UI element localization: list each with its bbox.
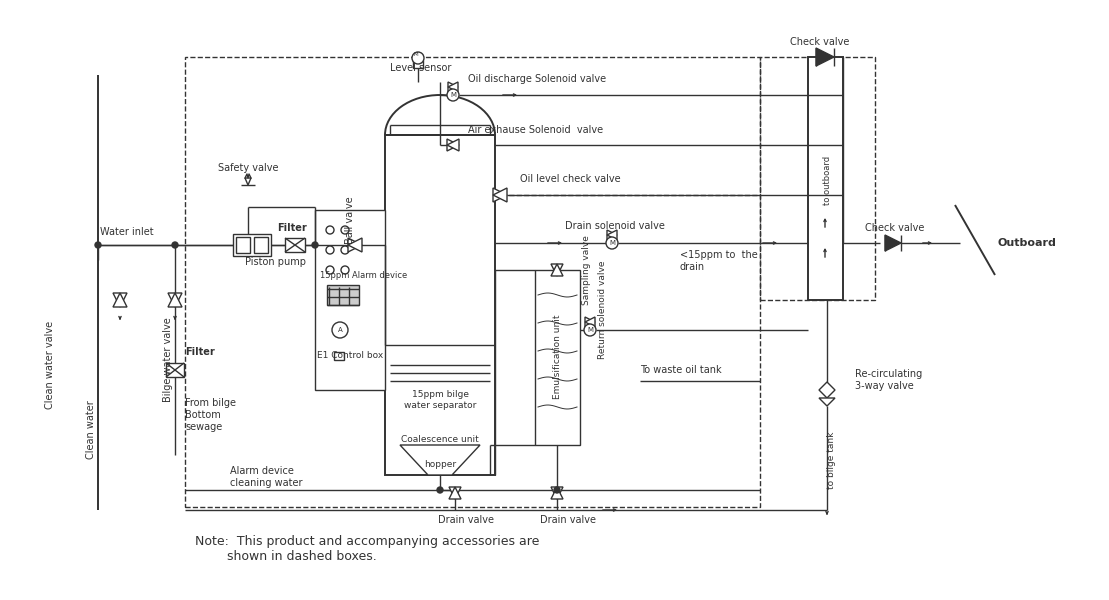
Polygon shape <box>448 82 458 92</box>
Text: Drain valve: Drain valve <box>540 515 596 525</box>
Circle shape <box>326 246 334 254</box>
Circle shape <box>95 242 101 248</box>
Text: E1 Control box: E1 Control box <box>317 350 384 359</box>
Polygon shape <box>245 178 251 185</box>
Text: Sampling valve: Sampling valve <box>582 235 591 305</box>
Bar <box>760 57 875 300</box>
Bar <box>808 57 843 300</box>
Circle shape <box>340 226 349 234</box>
Circle shape <box>172 242 179 248</box>
Circle shape <box>340 266 349 274</box>
Text: Check valve: Check valve <box>865 223 925 233</box>
Circle shape <box>413 52 424 64</box>
Text: to bilge tank: to bilge tank <box>826 431 835 488</box>
Text: Safety valve: Safety valve <box>218 163 278 173</box>
Polygon shape <box>607 230 617 240</box>
Polygon shape <box>400 445 480 475</box>
Polygon shape <box>820 382 835 398</box>
Text: Bilge water valve: Bilge water valve <box>163 317 173 403</box>
Text: hopper: hopper <box>424 460 456 469</box>
Text: Emulsification unit: Emulsification unit <box>553 315 562 399</box>
Circle shape <box>554 487 560 493</box>
Text: Clean water: Clean water <box>87 401 96 460</box>
Polygon shape <box>448 82 458 92</box>
Circle shape <box>326 226 334 234</box>
Text: 15ppm Alarm device: 15ppm Alarm device <box>321 271 407 280</box>
Polygon shape <box>494 188 507 202</box>
Polygon shape <box>551 264 563 276</box>
Polygon shape <box>586 317 596 327</box>
Circle shape <box>312 242 318 248</box>
Text: Coalescence unit: Coalescence unit <box>401 436 479 445</box>
Text: to outboard: to outboard <box>823 155 832 205</box>
Text: Check valve: Check valve <box>790 37 849 47</box>
Text: Alarm device
cleaning water: Alarm device cleaning water <box>230 466 303 488</box>
Text: M: M <box>609 240 615 246</box>
Text: Clean water valve: Clean water valve <box>45 321 55 409</box>
Bar <box>185 57 760 507</box>
Bar <box>315 210 385 390</box>
Text: Oil discharge Solenoid valve: Oil discharge Solenoid valve <box>468 74 607 84</box>
Text: M: M <box>450 92 456 98</box>
Bar <box>413 60 423 68</box>
Polygon shape <box>607 230 617 240</box>
Polygon shape <box>586 317 596 327</box>
Bar <box>385 135 495 475</box>
Bar <box>233 234 271 256</box>
Text: Outboard: Outboard <box>998 238 1057 248</box>
Polygon shape <box>348 238 362 252</box>
Text: Water inlet: Water inlet <box>100 227 154 237</box>
Text: Ball valve: Ball valve <box>345 196 355 244</box>
Text: From bilge
Bottom
sewage: From bilge Bottom sewage <box>185 398 236 431</box>
Text: Note:  This product and accompanying accessories are
        shown in dashed box: Note: This product and accompanying acce… <box>195 535 539 563</box>
Polygon shape <box>494 188 507 202</box>
Circle shape <box>447 89 459 101</box>
Text: Oil level check valve: Oil level check valve <box>520 174 621 184</box>
Polygon shape <box>113 293 128 307</box>
Bar <box>236 237 250 253</box>
Text: To waste oil tank: To waste oil tank <box>640 365 722 375</box>
Text: Level sensor: Level sensor <box>390 63 451 73</box>
Polygon shape <box>447 139 459 151</box>
Polygon shape <box>449 487 461 499</box>
Circle shape <box>437 487 442 493</box>
Circle shape <box>340 246 349 254</box>
Text: Return solenoid valve: Return solenoid valve <box>598 261 607 359</box>
Text: Piston pump: Piston pump <box>245 257 306 267</box>
Text: Drain valve: Drain valve <box>438 515 494 525</box>
Bar <box>535 270 580 445</box>
Polygon shape <box>113 293 128 307</box>
Polygon shape <box>167 293 182 307</box>
Text: M: M <box>414 52 418 58</box>
Text: Filter: Filter <box>277 223 307 233</box>
Text: Filter: Filter <box>185 347 215 357</box>
Circle shape <box>332 322 348 338</box>
Text: Re-circulating
3-way valve: Re-circulating 3-way valve <box>855 369 923 391</box>
Polygon shape <box>820 398 835 406</box>
Polygon shape <box>449 487 461 499</box>
Bar <box>166 363 184 377</box>
Text: A: A <box>337 327 343 333</box>
Polygon shape <box>551 264 563 276</box>
Text: <15ppm to  the
drain: <15ppm to the drain <box>680 250 757 272</box>
Bar <box>285 238 305 252</box>
Polygon shape <box>167 293 182 307</box>
Text: 15ppm bilge
water separator: 15ppm bilge water separator <box>404 391 476 410</box>
Text: Air exhause Solenoid  valve: Air exhause Solenoid valve <box>468 125 603 135</box>
Circle shape <box>584 324 596 336</box>
Polygon shape <box>551 487 563 499</box>
Text: Drain solenoid valve: Drain solenoid valve <box>564 221 665 231</box>
Polygon shape <box>816 48 834 66</box>
Text: M: M <box>587 327 593 333</box>
Bar <box>334 352 344 360</box>
Bar <box>254 237 268 253</box>
Circle shape <box>606 237 618 249</box>
Bar <box>327 285 359 305</box>
Polygon shape <box>885 235 901 251</box>
Polygon shape <box>551 487 563 499</box>
Polygon shape <box>348 238 362 252</box>
Circle shape <box>326 266 334 274</box>
Polygon shape <box>447 139 459 151</box>
